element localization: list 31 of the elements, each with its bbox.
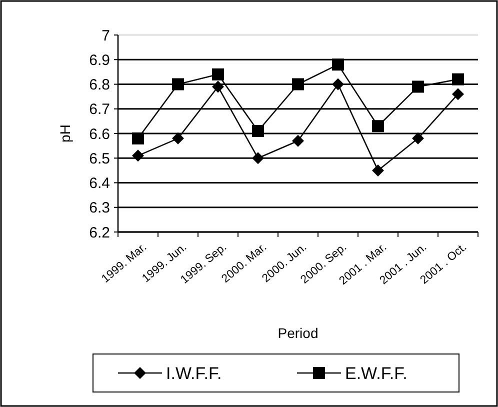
x-axis-title: Period	[278, 325, 318, 341]
legend-label: E.W.F.F.	[345, 364, 408, 383]
point	[172, 78, 184, 90]
point	[252, 152, 264, 164]
y-tick-label: 6.5	[89, 150, 110, 168]
point	[452, 88, 464, 100]
point	[252, 125, 264, 138]
point	[332, 58, 344, 71]
point	[132, 150, 144, 162]
point	[292, 78, 304, 90]
y-tick-label: 6.7	[89, 101, 110, 118]
point	[412, 132, 424, 144]
point	[132, 132, 144, 144]
point	[372, 120, 384, 132]
y-tick-label: 6.8	[89, 76, 110, 94]
y-tick-label: 6.4	[89, 175, 110, 192]
point	[292, 134, 304, 147]
y-tick-label: 6.2	[89, 224, 110, 242]
point	[212, 80, 224, 93]
point	[332, 78, 344, 90]
y-axis-title: pH	[57, 124, 73, 142]
y-tick-label: 7	[102, 27, 110, 44]
point	[452, 73, 464, 86]
legend-label: I.W.F.F.	[166, 364, 222, 383]
point	[212, 68, 224, 80]
point	[172, 132, 184, 144]
y-tick-label: 6.9	[89, 52, 110, 69]
point	[412, 80, 424, 93]
point	[372, 164, 384, 176]
y-tick-label: 6.6	[89, 126, 110, 143]
y-tick-label: 6.3	[89, 200, 110, 217]
